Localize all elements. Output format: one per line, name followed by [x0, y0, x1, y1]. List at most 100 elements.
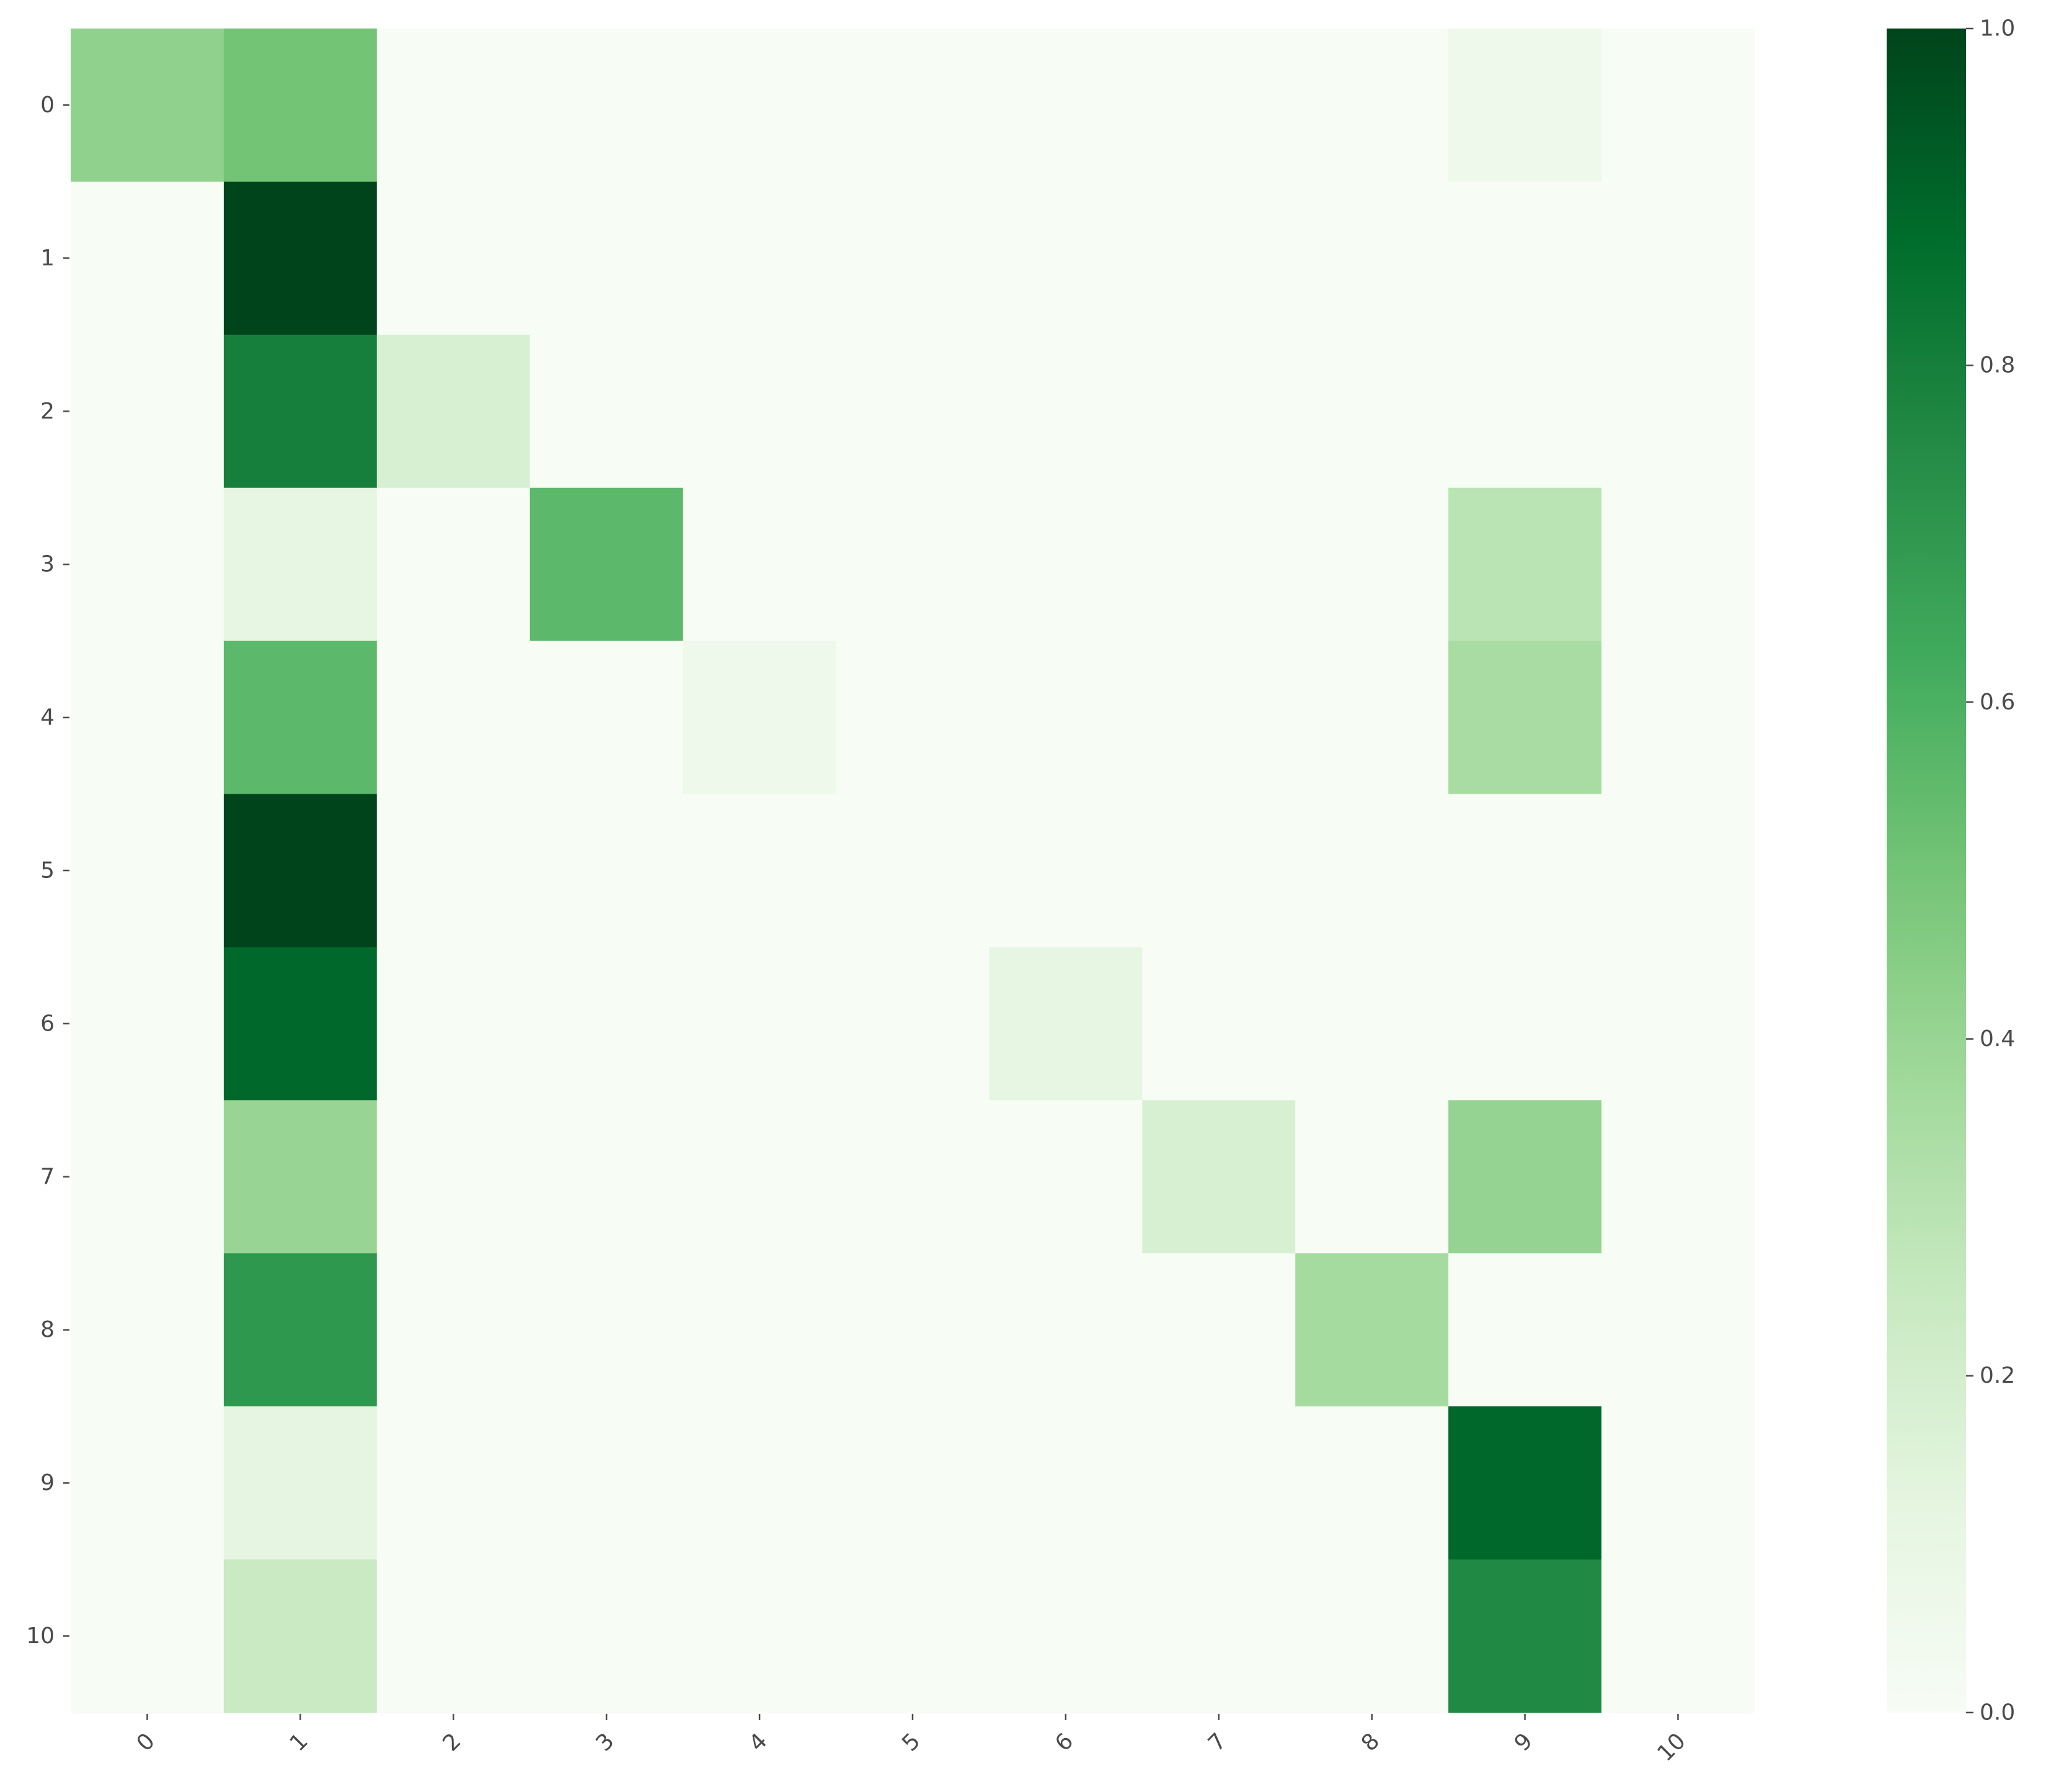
- heatmap-cell-2-6: [989, 334, 1143, 489]
- heatmap-cell-5-7: [1142, 794, 1296, 947]
- colorbar-tick-label-0.2: 0.2: [1980, 1363, 2015, 1388]
- heatmap-cell-8-6: [989, 1253, 1143, 1407]
- heatmap-cell-9-5: [836, 1406, 990, 1560]
- x-tick-label-0: 0: [132, 1728, 160, 1756]
- heatmap-cell-4-0: [71, 641, 224, 795]
- heatmap-cell-3-3: [529, 487, 684, 642]
- colorbar-axis: 0.0 0.2 0.4 0.6 0.8 1.0: [1966, 16, 2015, 1725]
- heatmap-cell-5-9: [1448, 794, 1602, 947]
- x-tick-label-6: 6: [1050, 1728, 1078, 1756]
- heatmap-cell-1-8: [1295, 181, 1449, 335]
- heatmap-cell-9-9: [1448, 1406, 1602, 1560]
- heatmap-cell-7-0: [71, 1100, 224, 1254]
- heatmap-cell-1-2: [376, 181, 531, 335]
- colorbar-tick-label-0.4: 0.4: [1980, 1026, 2015, 1052]
- heatmap-cell-4-3: [529, 641, 684, 795]
- heatmap-cell-10-9: [1448, 1559, 1602, 1713]
- heatmap-cell-1-7: [1142, 181, 1296, 335]
- colorbar-tick-label-1.0: 1.0: [1980, 16, 2015, 42]
- heatmap-cell-8-10: [1601, 1253, 1755, 1407]
- heatmap-cell-2-7: [1142, 334, 1296, 489]
- heatmap-cell-8-4: [683, 1253, 837, 1407]
- heatmap-cell-9-4: [683, 1406, 837, 1560]
- colorbar-tick-label-0.6: 0.6: [1980, 690, 2015, 715]
- heatmap-cell-0-8: [1295, 29, 1449, 182]
- heatmap-cell-8-1: [223, 1253, 378, 1407]
- heatmap-cell-4-2: [376, 641, 531, 795]
- heatmap-cell-0-10: [1601, 29, 1755, 182]
- x-tick-label-5: 5: [897, 1728, 925, 1756]
- heatmap-cell-2-5: [836, 334, 990, 489]
- heatmap-cell-0-4: [683, 29, 837, 182]
- heatmap-cell-4-9: [1448, 641, 1602, 795]
- colorbar: [1887, 29, 1966, 1713]
- heatmap-cell-6-1: [223, 947, 378, 1101]
- heatmap-cell-8-5: [836, 1253, 990, 1407]
- heatmap-cell-3-5: [836, 487, 990, 642]
- heatmap-cell-3-7: [1142, 487, 1296, 642]
- y-tick-label-0: 0: [40, 92, 55, 118]
- heatmap-cell-10-4: [683, 1559, 837, 1713]
- y-tick-label-7: 7: [40, 1164, 55, 1189]
- heatmap-cell-5-1: [223, 794, 378, 947]
- heatmap-cell-7-6: [989, 1100, 1143, 1254]
- heatmap-cell-0-7: [1142, 29, 1296, 182]
- heatmap-cell-10-6: [989, 1559, 1143, 1713]
- heatmap-cell-7-8: [1295, 1100, 1449, 1254]
- heatmap-cell-2-0: [71, 334, 224, 489]
- heatmap-cell-4-1: [223, 641, 378, 795]
- heatmap-cell-3-9: [1448, 487, 1602, 642]
- heatmap-cell-9-8: [1295, 1406, 1449, 1560]
- heatmap-cell-10-0: [71, 1559, 224, 1713]
- heatmap-cell-4-10: [1601, 641, 1755, 795]
- x-tick-label-10: 10: [1653, 1728, 1691, 1766]
- heatmap-cell-1-9: [1448, 181, 1602, 335]
- x-tick-label-8: 8: [1357, 1728, 1384, 1756]
- heatmap-cell-9-7: [1142, 1406, 1296, 1560]
- heatmap-cell-6-3: [529, 947, 684, 1101]
- heatmap-cell-3-8: [1295, 487, 1449, 642]
- y-tick-label-2: 2: [40, 399, 55, 424]
- heatmap-cell-5-8: [1295, 794, 1449, 947]
- heatmap-cell-4-5: [836, 641, 990, 795]
- heatmap-cell-7-3: [529, 1100, 684, 1254]
- y-tick-label-3: 3: [40, 552, 55, 577]
- x-tick-label-2: 2: [438, 1728, 466, 1756]
- heatmap-cell-1-6: [989, 181, 1143, 335]
- heatmap-cell-1-5: [836, 181, 990, 335]
- heatmap-cell-7-4: [683, 1100, 837, 1254]
- heatmap-cell-10-8: [1295, 1559, 1449, 1713]
- heatmap-cell-7-5: [836, 1100, 990, 1254]
- heatmap-cell-9-2: [376, 1406, 531, 1560]
- heatmap-cell-2-9: [1448, 334, 1602, 489]
- heatmap-cell-5-4: [683, 794, 837, 947]
- heatmap-cell-5-0: [71, 794, 224, 947]
- y-tick-label-9: 9: [40, 1470, 55, 1496]
- heatmap-cell-3-6: [989, 487, 1143, 642]
- y-tick-label-4: 4: [40, 705, 55, 730]
- heatmap-cell-9-10: [1601, 1406, 1755, 1560]
- heatmap-cell-3-4: [683, 487, 837, 642]
- heatmap-cell-6-2: [376, 947, 531, 1101]
- heatmap-cell-0-1: [223, 29, 378, 182]
- heatmap-cell-6-5: [836, 947, 990, 1101]
- heatmap-cell-7-9: [1448, 1100, 1602, 1254]
- colorbar-tick-label-0.0: 0.0: [1980, 1700, 2015, 1725]
- y-axis: 0 1 2 3 4 5 6 7 8 9 10: [26, 92, 69, 1649]
- heatmap-cell-2-8: [1295, 334, 1449, 489]
- heatmap-cell-10-3: [529, 1559, 684, 1713]
- heatmap-cell-4-7: [1142, 641, 1296, 795]
- heatmap-cell-8-8: [1295, 1253, 1449, 1407]
- heatmap-cell-3-10: [1601, 487, 1755, 642]
- heatmap-cell-4-8: [1295, 641, 1449, 795]
- heatmap-cell-2-4: [683, 334, 837, 489]
- y-tick-label-6: 6: [40, 1011, 55, 1036]
- heatmap-cell-6-0: [71, 947, 224, 1101]
- heatmap-cell-5-10: [1601, 794, 1755, 947]
- heatmap-cell-1-1: [223, 181, 378, 335]
- heatmap-cell-7-2: [376, 1100, 531, 1254]
- heatmap-cell-5-2: [376, 794, 531, 947]
- heatmap-cell-3-2: [376, 487, 531, 642]
- heatmap-cell-5-3: [529, 794, 684, 947]
- heatmap-cell-0-9: [1448, 29, 1602, 182]
